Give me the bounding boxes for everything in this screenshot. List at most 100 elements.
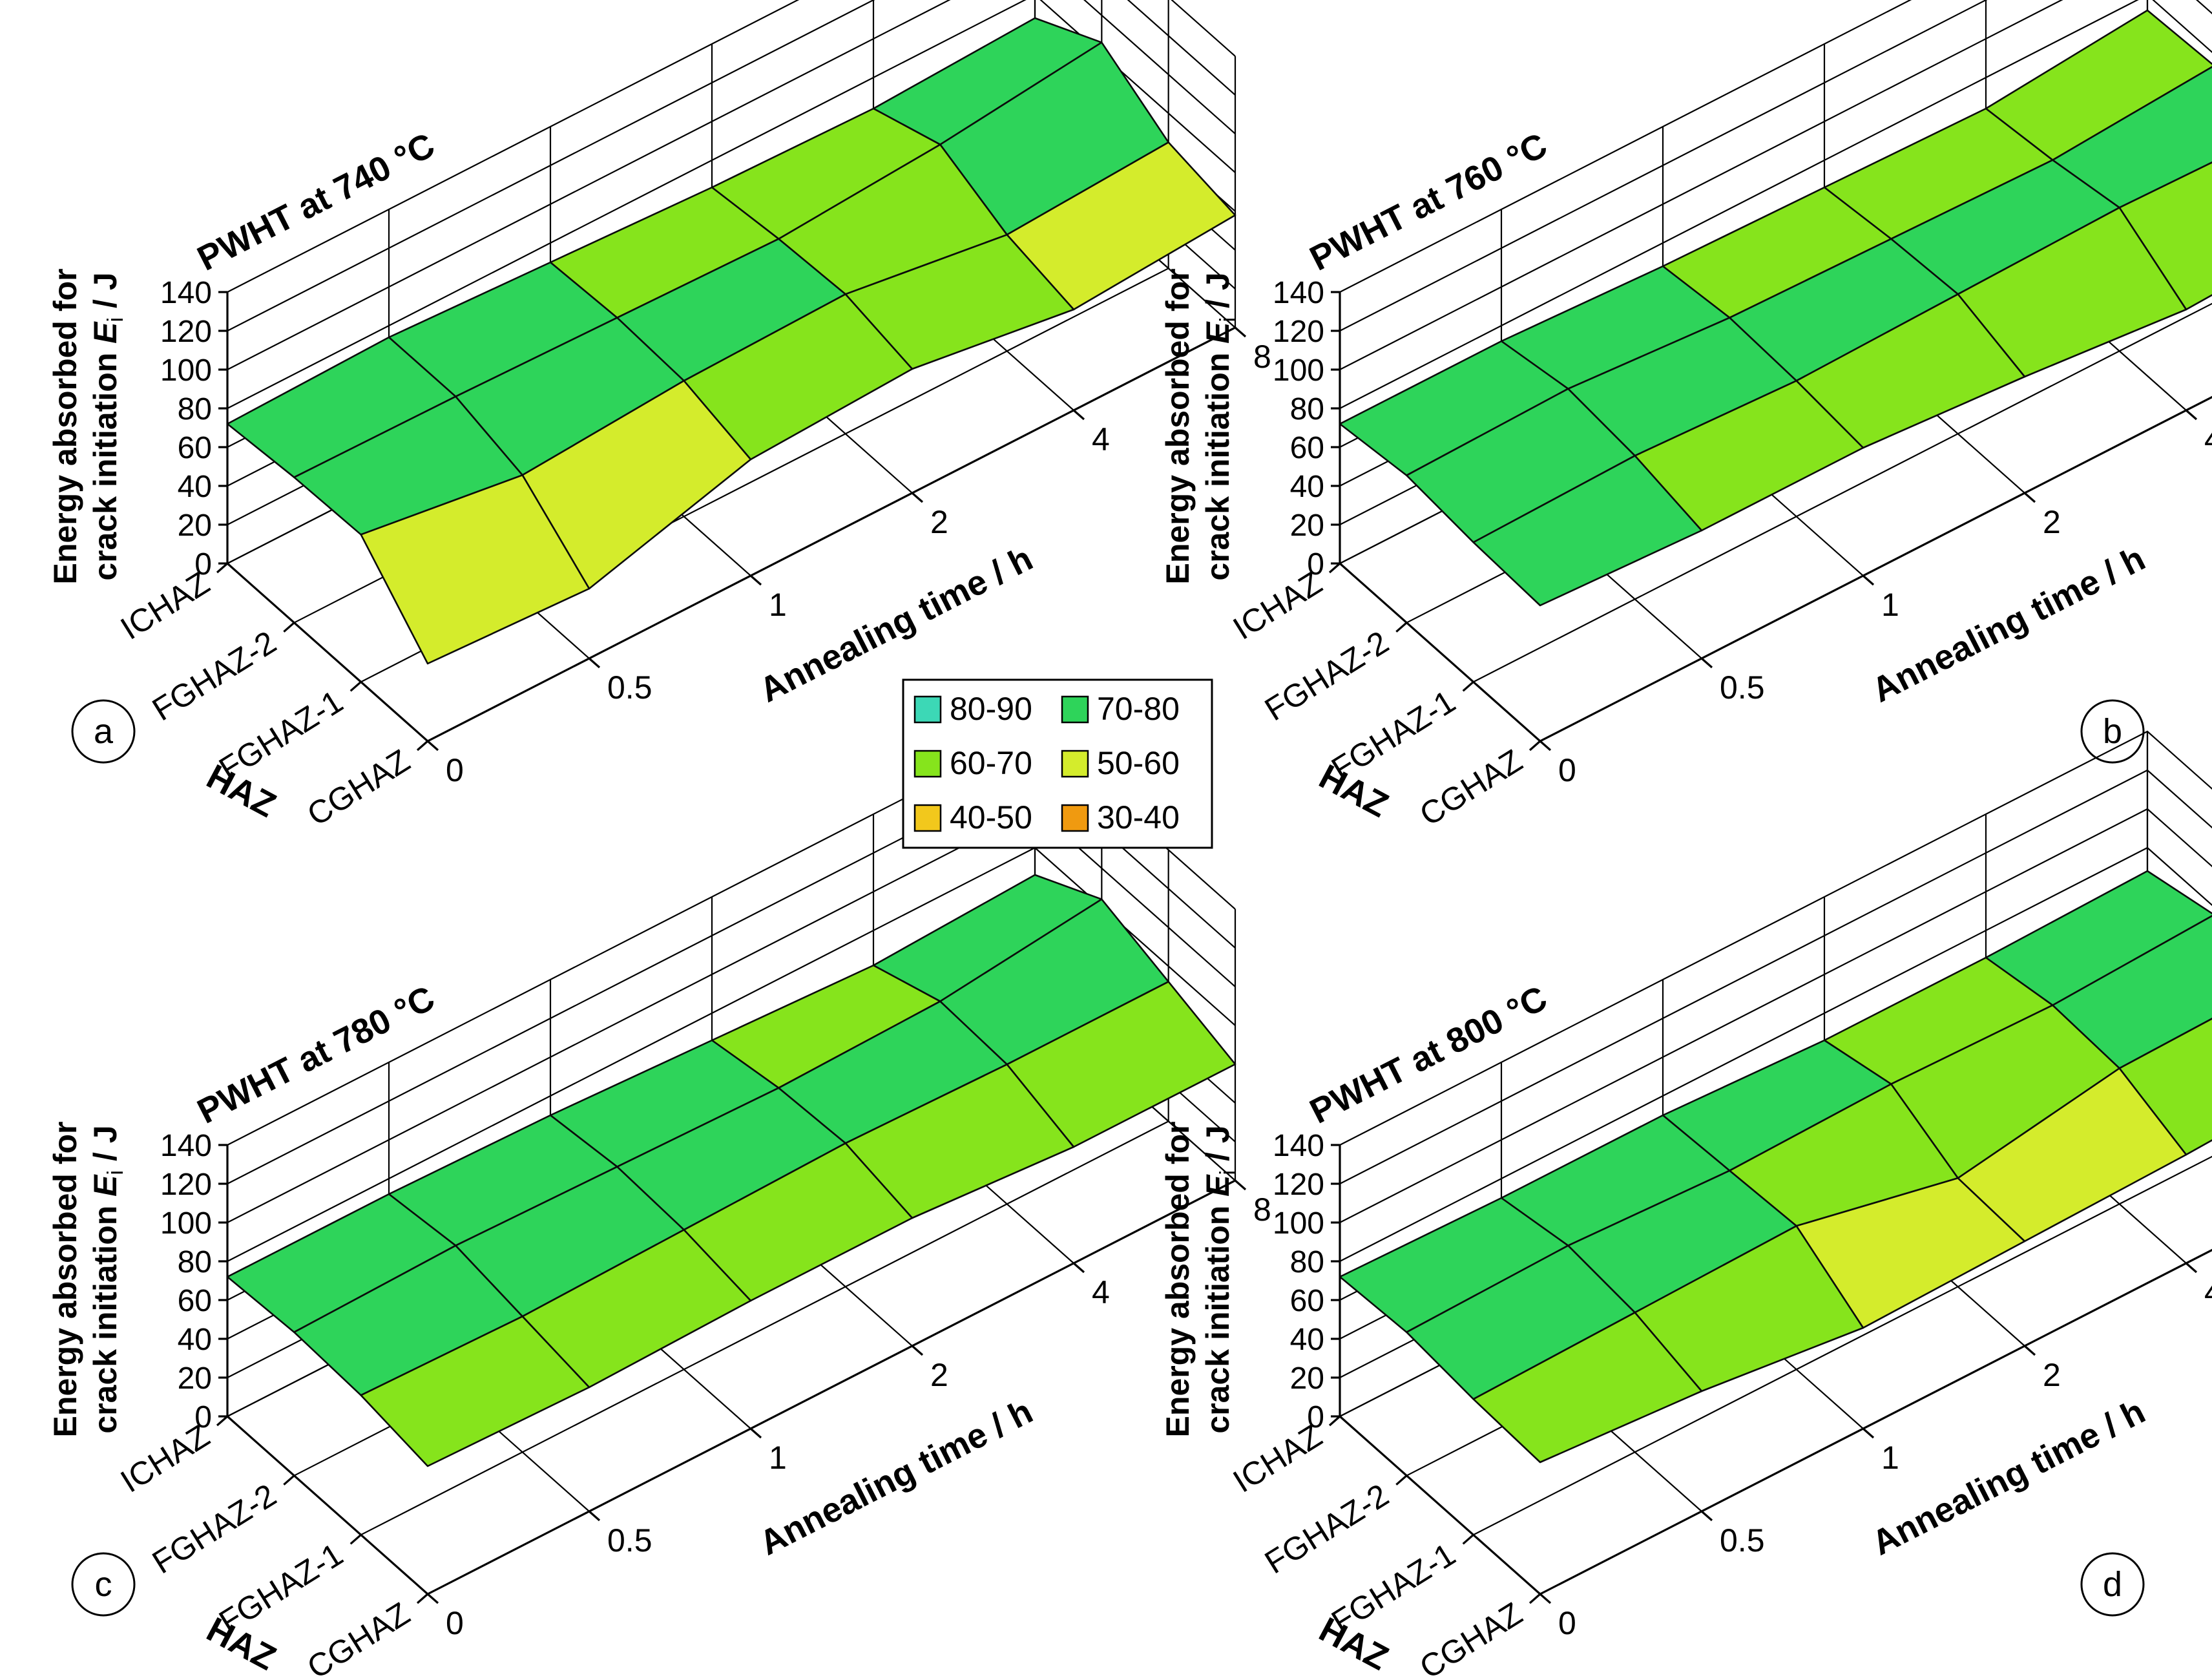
time-tick-label: 1 <box>769 1440 787 1476</box>
legend-swatch <box>1061 804 1089 832</box>
z-tick-label: 100 <box>1273 353 1324 388</box>
haz-tick-label: ICHAZ <box>1227 1418 1328 1500</box>
z-tick-label: 60 <box>178 431 212 465</box>
legend-label: 40-50 <box>950 799 1032 835</box>
z-axis-title-subscript: i <box>103 1170 128 1175</box>
time-tick-label: 0 <box>446 1605 464 1641</box>
time-tick <box>2185 1262 2198 1274</box>
haz-tick <box>1529 740 1541 751</box>
z-axis-title-line2: crack initiation Ei / J <box>87 1125 128 1433</box>
time-tick <box>2023 492 2036 503</box>
time-tick-label: 8 <box>1253 339 1271 375</box>
panel-badge-circle <box>2080 699 2145 764</box>
time-tick <box>2023 1345 2036 1356</box>
haz-tick-label: CGHAZ <box>1414 1595 1529 1680</box>
z-gridline <box>1339 0 2212 409</box>
haz-tick <box>1328 1415 1341 1427</box>
z-tick-label: 60 <box>178 1284 212 1318</box>
surface <box>226 874 1236 1467</box>
z-axis-title-suffix: / J <box>87 1125 123 1170</box>
z-tick-label: 80 <box>1290 392 1324 426</box>
haz-tick <box>216 1415 229 1427</box>
z-tick-label: 20 <box>178 509 212 543</box>
z-tick-label: 140 <box>160 276 212 310</box>
z-axis-title-prefix: crack initiation <box>87 344 123 581</box>
haz-tick <box>216 562 229 574</box>
surface-facet <box>1472 454 1703 607</box>
z-axis-title-line1: Energy absorbed for <box>47 1122 83 1438</box>
time-tick <box>1539 740 1552 751</box>
panel-badge-label: c <box>95 1565 112 1604</box>
haz-axis <box>1339 562 1541 742</box>
haz-axis <box>226 1415 429 1595</box>
z-axis-title-line2: crack initiation Ei / J <box>1200 1125 1240 1433</box>
haz-tick-label: CGHAZ <box>301 742 416 833</box>
surface-facet <box>360 474 590 665</box>
time-tick <box>426 740 439 751</box>
time-tick <box>911 492 924 503</box>
z-axis-title-line1: Energy absorbed for <box>1160 269 1196 585</box>
haz-tick <box>283 1475 295 1486</box>
z-tick-label: 100 <box>160 353 212 388</box>
haz-tick <box>1328 562 1341 574</box>
haz-tick-label: FGHAZ-2 <box>1258 624 1395 728</box>
z-axis-title-subscript: i <box>103 317 128 322</box>
z-axis-title-prefix: crack initiation <box>87 1197 123 1434</box>
legend-label: 30-40 <box>1097 799 1180 835</box>
legend-swatch <box>1061 750 1089 778</box>
z-tick-label: 80 <box>178 392 212 426</box>
z-gridline <box>1339 0 1912 293</box>
time-axis <box>1539 395 2212 742</box>
haz-tick <box>1529 1593 1541 1604</box>
z-tick-label: 40 <box>178 1323 212 1357</box>
z-axis-title-suffix: / J <box>1200 1125 1236 1170</box>
time-tick-label: 2 <box>2043 504 2061 540</box>
time-tick <box>911 1345 924 1356</box>
time-tick-label: 2 <box>930 504 948 540</box>
floor-gridline <box>1473 1155 2212 1536</box>
z-tick-label: 120 <box>160 1168 212 1202</box>
z-tick-label: 20 <box>178 1361 212 1396</box>
z-axis-title-line2: crack initiation Ei / J <box>1200 272 1240 580</box>
haz-tick <box>416 1593 429 1604</box>
haz-tick <box>1395 622 1408 633</box>
time-axis-title: Annealing time / h <box>1866 1392 2151 1563</box>
haz-tick-label: ICHAZ <box>114 1418 216 1500</box>
surface-facet <box>360 1316 590 1467</box>
haz-tick <box>350 1534 362 1545</box>
panel-badge: a <box>71 699 136 764</box>
z-tick-label: 0 <box>1307 547 1324 582</box>
time-axis <box>427 1179 1236 1595</box>
z-tick-label: 40 <box>178 470 212 504</box>
legend-label: 80-90 <box>950 691 1032 727</box>
time-tick <box>749 574 762 586</box>
legend-label: 50-60 <box>1097 745 1180 781</box>
chart-panel-c: 02040608010012014000.51248ICHAZFGHAZ-2FG… <box>47 730 1271 1680</box>
time-tick-label: 0 <box>446 752 464 788</box>
z-axis-title-symbol: E <box>1200 1174 1236 1197</box>
legend-swatch <box>1061 695 1089 724</box>
time-tick <box>588 1510 601 1522</box>
time-tick-label: 4 <box>2204 1274 2212 1310</box>
time-tick <box>1862 1427 1875 1439</box>
legend-items: 80-90 70-80 60-70 50-60 40-50 30-40 <box>913 691 1180 835</box>
time-tick-label: 1 <box>769 587 787 623</box>
legend-swatch <box>913 750 942 778</box>
z-tick-label: 120 <box>1273 315 1324 349</box>
z-tick-label: 80 <box>1290 1245 1324 1279</box>
z-tick-label: 80 <box>178 1245 212 1279</box>
z-tick-label: 140 <box>1273 276 1324 310</box>
time-tick-label: 2 <box>2043 1357 2061 1393</box>
time-tick-label: 0 <box>1558 752 1576 788</box>
haz-tick <box>416 740 429 751</box>
time-tick-label: 1 <box>1881 1440 1899 1476</box>
haz-tick-label: CGHAZ <box>1414 742 1529 833</box>
panel-badge-circle <box>71 699 136 764</box>
panel-badge-label: b <box>2103 712 2122 751</box>
z-axis-title-symbol: E <box>87 1174 123 1197</box>
legend: 80-90 70-80 60-70 50-60 40-50 30-40 <box>902 678 1213 849</box>
time-tick-label: 8 <box>1253 1192 1271 1228</box>
haz-tick-label: ICHAZ <box>114 565 216 647</box>
z-gridline <box>227 0 1236 293</box>
